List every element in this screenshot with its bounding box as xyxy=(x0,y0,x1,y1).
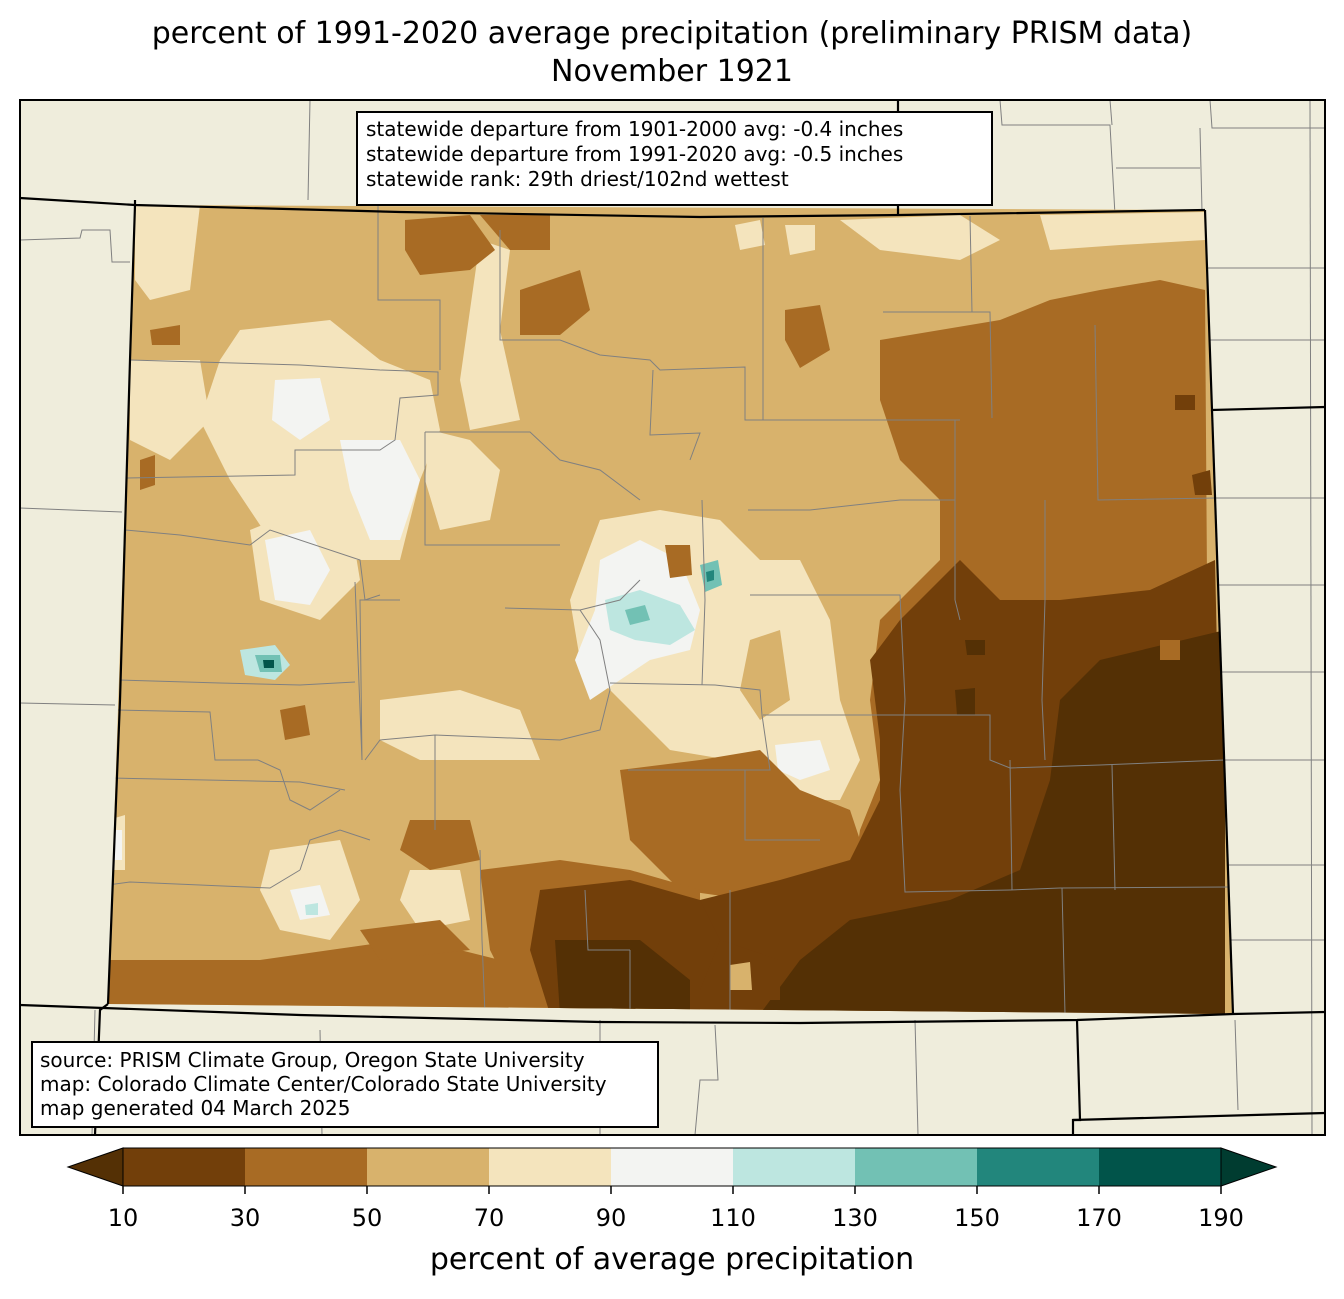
colorbar-bin xyxy=(855,1148,977,1186)
colorbar-tick-label: 150 xyxy=(954,1204,1000,1232)
colorbar-bin xyxy=(611,1148,733,1186)
stats-line-1: statewide departure from 1901-2000 avg: … xyxy=(366,117,904,141)
source-line-2: map: Colorado Climate Center/Colorado St… xyxy=(40,1072,607,1096)
colorbar-tick-label: 30 xyxy=(229,1204,261,1232)
map-subtitle: November 1921 xyxy=(551,54,793,89)
colorbar-over-arrow xyxy=(1220,1147,1278,1187)
colorbar-tick-label: 90 xyxy=(595,1204,627,1232)
colorbar-under-arrow xyxy=(66,1147,124,1187)
colorbar-tick-label: 170 xyxy=(1076,1204,1122,1232)
source-line-3: map generated 04 March 2025 xyxy=(40,1096,351,1120)
colorbar-bin xyxy=(245,1148,367,1186)
map-title: percent of 1991-2020 average precipitati… xyxy=(151,16,1193,51)
colorbar-tick-label: 70 xyxy=(473,1204,505,1232)
stats-line-2: statewide departure from 1991-2020 avg: … xyxy=(366,142,904,166)
map-border xyxy=(19,99,1326,1136)
colorbar-tick-label: 50 xyxy=(351,1204,383,1232)
colorbar-bin xyxy=(733,1148,855,1186)
stats-line-3: statewide rank: 29th driest/102nd wettes… xyxy=(366,167,789,191)
colorbar-bin xyxy=(1099,1148,1221,1186)
colorbar-bin xyxy=(489,1148,611,1186)
colorbar xyxy=(66,1147,1278,1194)
colorbar-tick-label: 110 xyxy=(710,1204,756,1232)
colorbar-bin xyxy=(123,1148,245,1186)
county-lines xyxy=(108,205,1229,1014)
colorbar-label: percent of average precipitation xyxy=(429,1242,915,1277)
source-line-1: source: PRISM Climate Group, Oregon Stat… xyxy=(40,1048,585,1072)
source-box: source: PRISM Climate Group, Oregon Stat… xyxy=(31,1041,659,1128)
colorbar-bin xyxy=(367,1148,489,1186)
colorbar-tick-label: 190 xyxy=(1198,1204,1244,1232)
colorbar-tick-label: 10 xyxy=(107,1204,139,1232)
statewide-stats-box: statewide departure from 1901-2000 avg: … xyxy=(356,111,993,206)
colorado-precip-field xyxy=(108,205,1233,1014)
colorbar-tick-label: 130 xyxy=(832,1204,878,1232)
state-borders xyxy=(19,100,1326,1136)
colorbar-bin xyxy=(977,1148,1099,1186)
